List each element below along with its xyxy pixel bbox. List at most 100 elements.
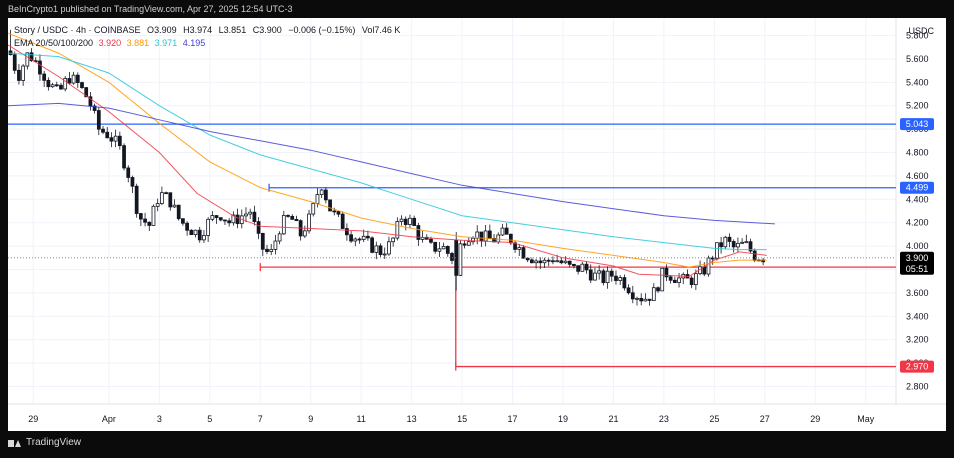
candle-174 bbox=[740, 238, 744, 244]
candle-24 bbox=[109, 132, 114, 148]
y-tick-label-0: 5.800 bbox=[906, 31, 929, 41]
candle-170 bbox=[723, 235, 728, 250]
candle-101 bbox=[433, 241, 438, 254]
x-tick-label-4: 7 bbox=[258, 414, 263, 424]
candle-body-70 bbox=[302, 230, 307, 237]
candle-94 bbox=[403, 216, 408, 231]
candle-body-63 bbox=[273, 240, 278, 250]
candle-20 bbox=[92, 103, 97, 114]
candle-body-12 bbox=[59, 84, 63, 90]
x-tick-label-3: 5 bbox=[207, 414, 212, 424]
candle-124 bbox=[530, 257, 534, 264]
candle-74 bbox=[319, 188, 324, 199]
footer-brand: TradingView bbox=[8, 433, 81, 453]
candle-58 bbox=[252, 205, 257, 226]
candle-body-116 bbox=[496, 234, 501, 243]
candle-body-133 bbox=[567, 260, 572, 265]
x-tick-label-12: 23 bbox=[659, 414, 669, 424]
candle-103 bbox=[441, 242, 446, 250]
candle-body-3 bbox=[21, 65, 26, 81]
candle-body-16 bbox=[75, 74, 80, 83]
candle-body-152 bbox=[647, 298, 652, 301]
candle-119 bbox=[508, 233, 513, 246]
candle-body-175 bbox=[744, 241, 749, 244]
candle-body-139 bbox=[593, 272, 597, 281]
candle-body-24 bbox=[109, 137, 114, 142]
candle-body-29 bbox=[130, 177, 135, 187]
candle-body-37 bbox=[164, 192, 168, 195]
candle-34 bbox=[151, 204, 156, 226]
candle-body-162 bbox=[689, 277, 694, 286]
candle-body-10 bbox=[50, 84, 55, 88]
legend-symbol: Story / USDC · 4h · COINBASE bbox=[14, 25, 141, 35]
candle-body-142 bbox=[605, 270, 610, 284]
candle-71 bbox=[307, 209, 311, 234]
candle-body-138 bbox=[588, 269, 593, 281]
y-tick-label-7: 4.400 bbox=[906, 194, 929, 204]
legend-change: −0.006 (−0.15%) bbox=[288, 25, 356, 35]
candle-body-39 bbox=[172, 204, 177, 208]
y-tick-label-3: 5.200 bbox=[906, 101, 929, 111]
price-chart[interactable]: 5.8005.6005.4005.2005.0004.8004.6004.400… bbox=[8, 18, 946, 431]
candle-body-40 bbox=[176, 204, 181, 220]
candle-body-112 bbox=[479, 231, 484, 242]
candle-12 bbox=[59, 82, 63, 91]
candle-160 bbox=[681, 272, 686, 285]
candle-body-1 bbox=[12, 54, 17, 71]
candle-body-44 bbox=[193, 229, 198, 236]
candle-87 bbox=[374, 241, 379, 260]
candle-62 bbox=[269, 243, 274, 256]
x-axis: 29 Apr 3 5 7 9 11 13 15 17 19 21 23 25 27 29 May bbox=[28, 414, 875, 424]
candle-35 bbox=[155, 198, 160, 212]
candle-47 bbox=[206, 216, 211, 242]
candle-body-96 bbox=[412, 217, 417, 226]
candle-body-41 bbox=[181, 218, 185, 224]
candle-body-157 bbox=[668, 276, 673, 281]
candle-66 bbox=[286, 214, 290, 218]
x-tick-label-10: 19 bbox=[558, 414, 568, 424]
candle-163 bbox=[693, 269, 698, 291]
candle-135 bbox=[576, 265, 581, 275]
candle-36 bbox=[160, 186, 164, 206]
candle-10 bbox=[50, 82, 55, 88]
candle-body-22 bbox=[101, 128, 105, 133]
candle-52 bbox=[227, 218, 232, 227]
candle-body-171 bbox=[727, 236, 732, 242]
candle-body-166 bbox=[706, 257, 711, 275]
candle-body-8 bbox=[42, 73, 47, 81]
grid bbox=[8, 18, 896, 404]
candle-body-23 bbox=[105, 131, 110, 139]
candle-body-59 bbox=[256, 221, 261, 234]
currency-label[interactable]: USDC bbox=[908, 26, 934, 36]
candle-44 bbox=[193, 229, 198, 238]
candle-body-46 bbox=[202, 235, 206, 241]
candle-body-35 bbox=[155, 203, 160, 207]
candle-128 bbox=[546, 258, 551, 267]
candle-121 bbox=[517, 243, 522, 257]
candle-body-177 bbox=[752, 250, 757, 261]
legend-ema-20-value: 3.920 bbox=[98, 38, 122, 48]
candle-65 bbox=[281, 210, 286, 235]
candle-13 bbox=[63, 76, 68, 92]
candle-40 bbox=[176, 204, 181, 221]
candle-body-122 bbox=[521, 247, 526, 259]
candle-155 bbox=[660, 267, 665, 292]
chart-panel[interactable]: 5.8005.6005.4005.2005.0004.8004.6004.400… bbox=[8, 18, 946, 431]
price-level-label-0: 5.043 bbox=[906, 119, 929, 129]
candle-body-61 bbox=[265, 248, 269, 252]
candle-body-129 bbox=[551, 260, 555, 263]
ema-line-0 bbox=[8, 44, 767, 278]
candle-92 bbox=[395, 217, 400, 241]
candle-89 bbox=[382, 247, 387, 259]
candle-body-58 bbox=[252, 211, 257, 222]
candle-171 bbox=[727, 233, 732, 248]
candle-29 bbox=[130, 175, 135, 193]
legend-ohlc-high: H3.974 bbox=[183, 25, 213, 35]
candle-body-134 bbox=[572, 263, 576, 267]
x-tick-label-5: 9 bbox=[308, 414, 313, 424]
x-tick-label-13: 25 bbox=[709, 414, 719, 424]
candle-111 bbox=[475, 225, 480, 245]
x-tick-label-2: 3 bbox=[157, 414, 162, 424]
candle-132 bbox=[563, 256, 568, 265]
legend-volume: Vol7.46 K bbox=[361, 25, 401, 35]
